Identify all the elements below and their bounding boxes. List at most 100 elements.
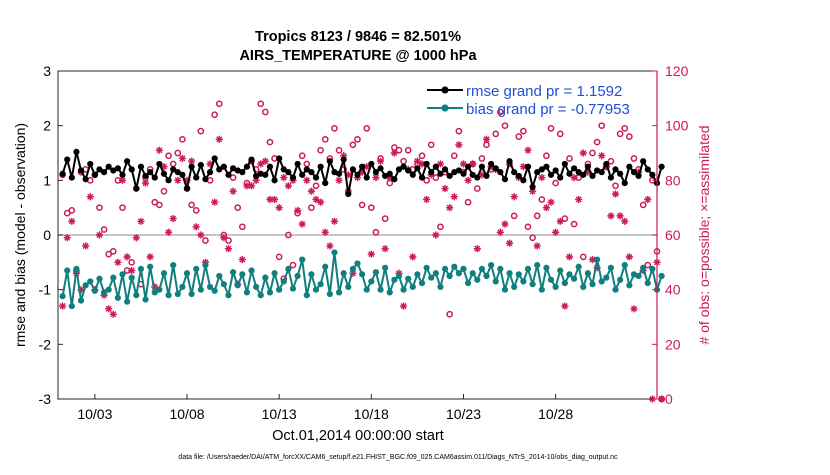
legend-bias-marker	[441, 104, 449, 112]
bias-point	[506, 270, 513, 277]
obs-possible-point	[621, 125, 629, 132]
obs-assimilated-point	[496, 228, 504, 236]
rmse-point	[474, 174, 481, 181]
y-axis-left-label: rmse and bias (model - observation)	[12, 123, 28, 347]
rmse-point	[607, 174, 615, 181]
y-right-tick-label: 20	[665, 336, 681, 352]
rmse-point	[165, 177, 172, 184]
obs-assimilated-point	[211, 198, 219, 206]
bias-point	[165, 292, 172, 299]
obs-possible-point	[275, 253, 283, 261]
obs-possible-point	[616, 130, 624, 138]
rmse-point	[561, 160, 568, 168]
bias-point	[114, 294, 121, 301]
obs-assimilated-point	[266, 195, 274, 204]
bias-point	[59, 293, 66, 300]
obs-possible-point	[552, 179, 559, 187]
obs-possible-point	[68, 207, 76, 214]
obs-assimilated-point	[178, 154, 187, 163]
bias-point	[437, 283, 444, 291]
obs-assimilated-point	[298, 220, 306, 228]
obs-assimilated-point	[579, 149, 587, 157]
bias-point	[524, 265, 532, 272]
rmse-point	[299, 171, 306, 178]
rmse-point	[441, 166, 449, 173]
rmse-point	[372, 169, 380, 176]
rmse-point	[114, 165, 121, 172]
obs-assimilated-point	[644, 195, 652, 204]
y-right-tick-label: 60	[665, 227, 681, 243]
y-left-tick-label: 3	[43, 63, 51, 79]
bias-point	[124, 298, 131, 305]
obs-assimilated-point	[588, 256, 597, 264]
obs-possible-point	[464, 198, 472, 206]
bias-point	[372, 269, 380, 276]
obs-assimilated-point	[399, 302, 408, 310]
rmse-point	[124, 158, 131, 165]
rmse-point	[59, 170, 66, 177]
rmse-point	[271, 177, 278, 184]
rmse-point	[520, 177, 527, 184]
rmse-point	[455, 167, 462, 174]
obs-assimilated-point	[275, 204, 283, 212]
obs-possible-point	[63, 209, 71, 217]
obs-assimilated-point	[326, 242, 334, 250]
obs-possible-point	[570, 220, 578, 228]
obs-assimilated-point	[381, 245, 389, 253]
rmse-point	[64, 156, 71, 163]
obs-assimilated-point	[307, 187, 316, 195]
obs-possible-point	[96, 204, 103, 212]
rmse-point	[497, 169, 504, 176]
obs-assimilated-point	[464, 176, 472, 184]
obs-assimilated-point	[114, 258, 122, 266]
obs-possible-point	[418, 152, 426, 160]
obs-assimilated-point	[141, 179, 150, 187]
bias-point	[312, 286, 320, 293]
rmse-point	[174, 169, 181, 176]
bias-point	[607, 264, 615, 271]
obs-assimilated-point	[206, 160, 214, 168]
y-left-tick-label: 2	[43, 118, 51, 134]
y-axis-right-label: # of obs: o=possible; ×=assimilated	[696, 125, 712, 344]
y-right-tick-label: 40	[665, 282, 681, 298]
rmse-point	[193, 174, 200, 181]
rmse-point	[96, 166, 103, 173]
obs-possible-point	[229, 174, 237, 181]
x-tick-label: 10/13	[262, 406, 297, 422]
rmse-point	[382, 172, 389, 180]
obs-assimilated-point	[482, 135, 491, 143]
bias-point	[460, 265, 467, 272]
bias-point	[423, 264, 430, 271]
bias-point	[474, 276, 481, 283]
rmse-point	[464, 163, 472, 170]
obs-possible-point	[100, 226, 108, 233]
obs-possible-point	[321, 135, 329, 143]
bias-point	[391, 276, 398, 283]
rmse-point	[133, 185, 140, 192]
rmse-point	[349, 166, 356, 173]
obs-assimilated-point	[137, 217, 145, 225]
bias-point	[303, 292, 310, 299]
obs-assimilated-point	[270, 195, 279, 204]
rmse-point	[289, 174, 297, 181]
rmse-point	[391, 176, 398, 183]
obs-possible-point	[381, 215, 389, 222]
obs-possible-point	[238, 223, 246, 231]
obs-assimilated-point	[312, 195, 320, 204]
obs-possible-point	[501, 122, 509, 130]
bias-point	[331, 249, 338, 256]
x-axis: 10/03 10/08 10/13 10/18 10/23 10/28	[77, 394, 573, 422]
rmse-point	[253, 172, 260, 180]
rmse-point	[386, 170, 393, 177]
obs-assimilated-point	[519, 163, 527, 171]
rmse-point	[160, 170, 168, 177]
obs-possible-point	[423, 176, 430, 184]
obs-possible-point	[589, 149, 596, 157]
rmse-point	[446, 172, 453, 180]
obs-assimilated-point	[409, 253, 417, 261]
bias-point	[621, 261, 628, 269]
obs-possible-point	[533, 212, 541, 220]
obs-assimilated-point	[446, 204, 454, 212]
